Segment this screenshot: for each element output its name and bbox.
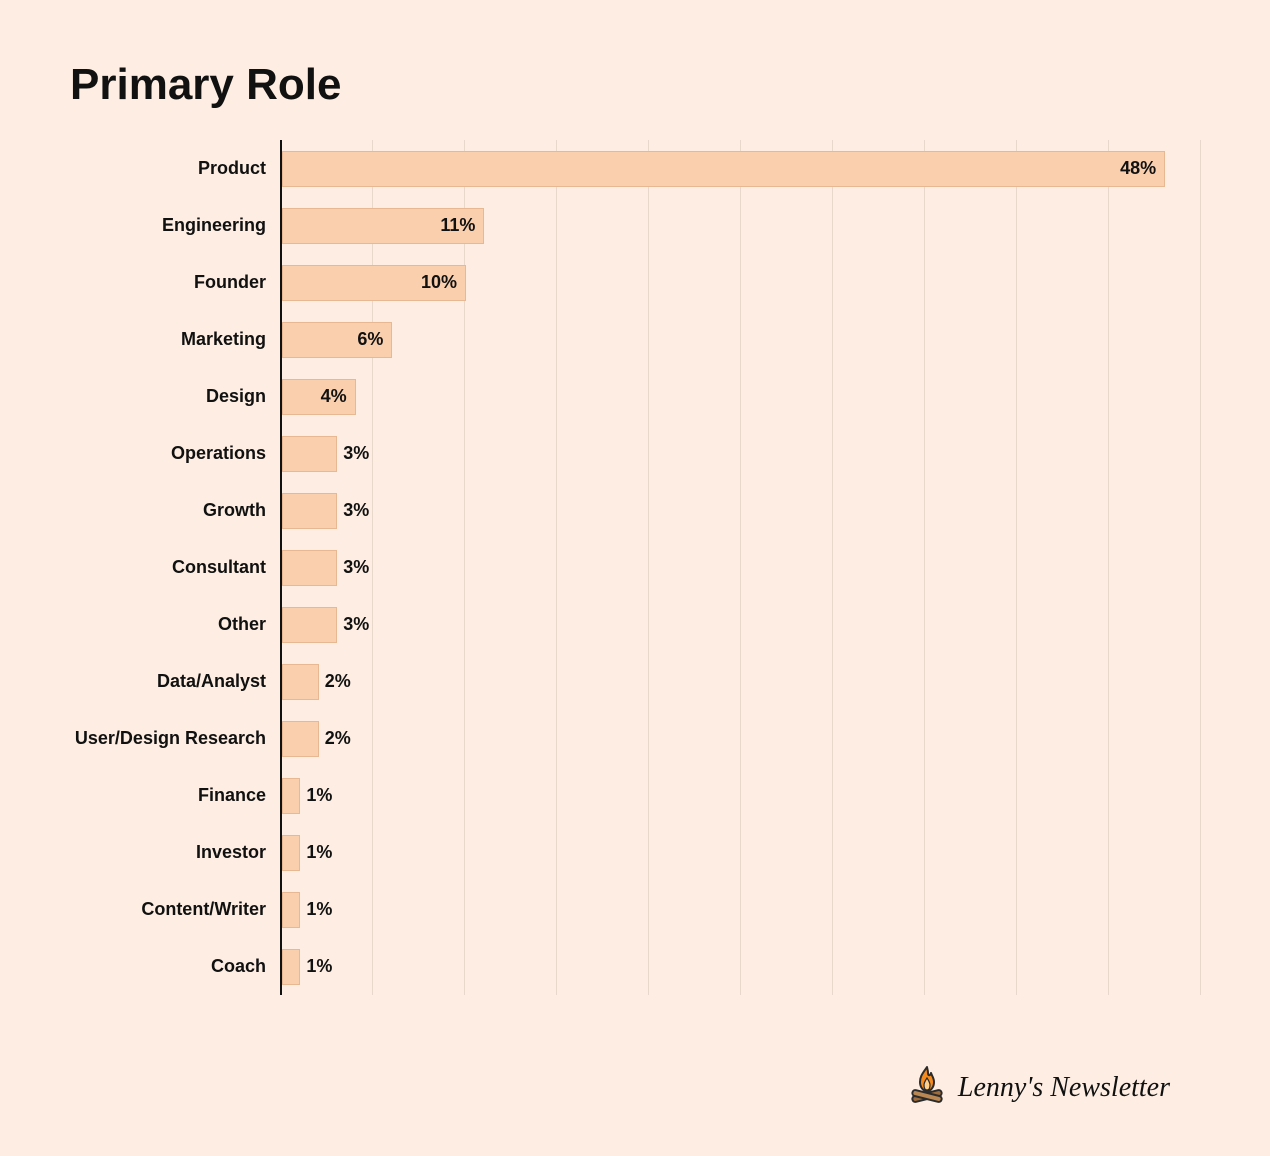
category-label: Growth xyxy=(203,482,266,539)
bar-value-label: 4% xyxy=(321,386,355,407)
bar-row: 3% xyxy=(280,539,1200,596)
bar-value-label: 3% xyxy=(343,500,369,521)
bar-value-label: 3% xyxy=(343,557,369,578)
bar xyxy=(282,721,319,757)
bar-row: 48% xyxy=(280,140,1200,197)
category-label: Founder xyxy=(194,254,266,311)
bar xyxy=(282,949,300,985)
chart-area: ProductEngineeringFounderMarketingDesign… xyxy=(70,140,1200,995)
bar xyxy=(282,550,337,586)
plot-area: 48% 11% 10% 6% 4% 3% 3% 3% 3% 2% 2% 1% 1% 1% 1% xyxy=(280,140,1200,995)
bar xyxy=(282,607,337,643)
attribution-text: Lenny's Newsletter xyxy=(958,1072,1170,1104)
bar xyxy=(282,664,319,700)
bar xyxy=(282,436,337,472)
bar-row: 1% xyxy=(280,767,1200,824)
category-label: Coach xyxy=(211,938,266,995)
chart-card: Primary Role ProductEngineeringFounderMa… xyxy=(0,0,1270,1156)
bar xyxy=(282,778,300,814)
bar-row: 3% xyxy=(280,425,1200,482)
bar-row: 3% xyxy=(280,596,1200,653)
chart-title: Primary Role xyxy=(70,60,1200,110)
bar-row: 2% xyxy=(280,653,1200,710)
bar xyxy=(282,493,337,529)
bar-value-label: 3% xyxy=(343,614,369,635)
category-label: Investor xyxy=(196,824,266,881)
category-label: Marketing xyxy=(181,311,266,368)
bars-container: 48% 11% 10% 6% 4% 3% 3% 3% 3% 2% 2% 1% 1% 1% 1% xyxy=(280,140,1200,995)
bar-value-label: 10% xyxy=(421,272,465,293)
bar-value-label: 1% xyxy=(306,842,332,863)
bar-value-label: 1% xyxy=(306,785,332,806)
bar-row: 11% xyxy=(280,197,1200,254)
bar xyxy=(282,835,300,871)
bar-value-label: 2% xyxy=(325,728,351,749)
category-label: Data/Analyst xyxy=(157,653,266,710)
bar-row: 1% xyxy=(280,881,1200,938)
category-label: Operations xyxy=(171,425,266,482)
bar-row: 3% xyxy=(280,482,1200,539)
category-label: Design xyxy=(206,368,266,425)
category-labels-column: ProductEngineeringFounderMarketingDesign… xyxy=(70,140,280,995)
bar: 4% xyxy=(282,379,356,415)
category-label: Consultant xyxy=(172,539,266,596)
category-label: Finance xyxy=(198,767,266,824)
bar xyxy=(282,892,300,928)
gridline xyxy=(1200,140,1201,995)
bar-row: 2% xyxy=(280,710,1200,767)
bar-row: 6% xyxy=(280,311,1200,368)
bar-value-label: 1% xyxy=(306,899,332,920)
bar-row: 4% xyxy=(280,368,1200,425)
bar-row: 1% xyxy=(280,938,1200,995)
bar-value-label: 6% xyxy=(357,329,391,350)
bar: 11% xyxy=(282,208,484,244)
bar-value-label: 11% xyxy=(440,215,483,236)
bar: 10% xyxy=(282,265,466,301)
attribution: Lenny's Newsletter xyxy=(906,1064,1170,1111)
bar-row: 10% xyxy=(280,254,1200,311)
bar-value-label: 3% xyxy=(343,443,369,464)
bar-value-label: 48% xyxy=(1120,158,1164,179)
category-label: Product xyxy=(198,140,266,197)
bar: 6% xyxy=(282,322,392,358)
category-label: User/Design Research xyxy=(75,710,266,767)
category-label: Content/Writer xyxy=(141,881,266,938)
category-label: Engineering xyxy=(162,197,266,254)
bar-row: 1% xyxy=(280,824,1200,881)
bar-value-label: 1% xyxy=(306,956,332,977)
bar-value-label: 2% xyxy=(325,671,351,692)
bar: 48% xyxy=(282,151,1165,187)
category-label: Other xyxy=(218,596,266,653)
campfire-icon xyxy=(906,1064,948,1111)
